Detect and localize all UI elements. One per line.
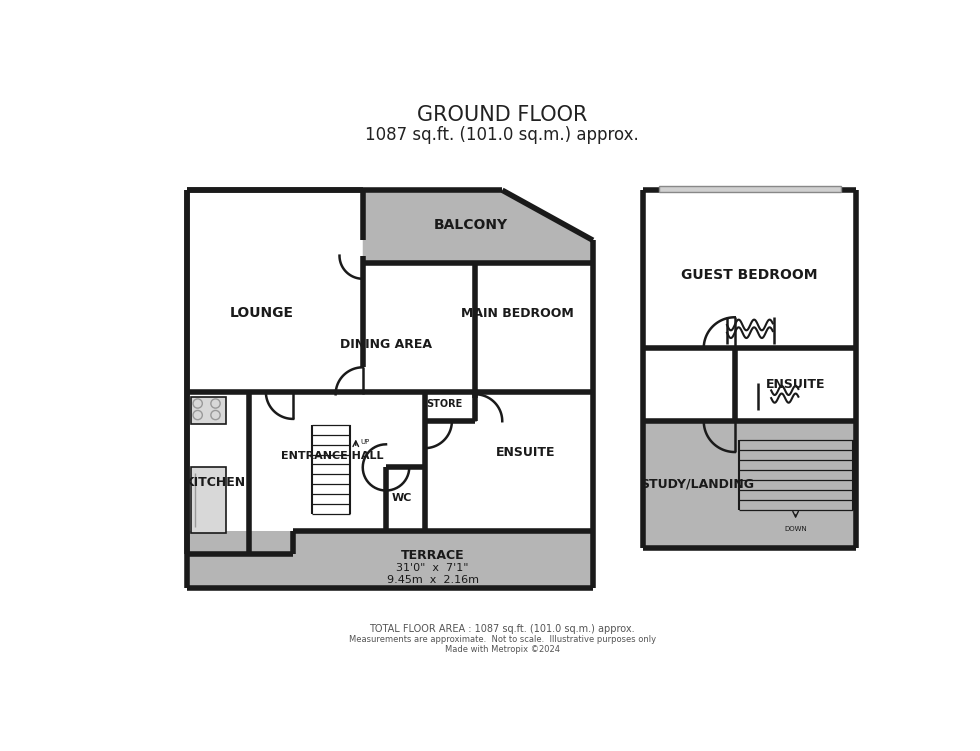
- Text: WC: WC: [391, 493, 412, 503]
- Text: GROUND FLOOR: GROUND FLOOR: [417, 104, 587, 125]
- Polygon shape: [187, 190, 593, 531]
- Text: BALCONY: BALCONY: [434, 218, 509, 232]
- Text: KITCHEN: KITCHEN: [185, 476, 246, 490]
- Text: 9.45m  x  2.16m: 9.45m x 2.16m: [386, 575, 478, 585]
- Text: 1087 sq.ft. (101.0 sq.m.) approx.: 1087 sq.ft. (101.0 sq.m.) approx.: [366, 125, 639, 143]
- Text: 31'0"  x  7'1": 31'0" x 7'1": [396, 563, 468, 573]
- Polygon shape: [735, 348, 857, 421]
- Bar: [191, 467, 225, 533]
- Text: Made with Metropix ©2024: Made with Metropix ©2024: [445, 644, 560, 653]
- Text: UP: UP: [361, 439, 369, 445]
- Text: ENSUITE: ENSUITE: [765, 378, 825, 391]
- Polygon shape: [363, 190, 593, 264]
- Text: ENTRANCE HALL: ENTRANCE HALL: [280, 451, 383, 461]
- Text: ENSUITE: ENSUITE: [496, 445, 556, 459]
- Text: LOUNGE: LOUNGE: [230, 306, 294, 321]
- Text: MAIN BEDROOM: MAIN BEDROOM: [462, 307, 574, 320]
- Text: STUDY/LANDING: STUDY/LANDING: [641, 478, 755, 491]
- Bar: [659, 185, 841, 192]
- Polygon shape: [363, 190, 593, 264]
- Polygon shape: [187, 531, 593, 588]
- Bar: [191, 397, 225, 424]
- Text: GUEST BEDROOM: GUEST BEDROOM: [681, 268, 817, 282]
- Polygon shape: [643, 190, 857, 548]
- Text: DINING AREA: DINING AREA: [340, 338, 432, 351]
- Text: TOTAL FLOOR AREA : 1087 sq.ft. (101.0 sq.m.) approx.: TOTAL FLOOR AREA : 1087 sq.ft. (101.0 sq…: [369, 624, 635, 634]
- Polygon shape: [643, 421, 857, 548]
- Polygon shape: [187, 392, 249, 554]
- Text: STORE: STORE: [426, 400, 463, 409]
- Text: TERRACE: TERRACE: [401, 550, 465, 562]
- Text: Measurements are approximate.  Not to scale.  Illustrative purposes only: Measurements are approximate. Not to sca…: [349, 635, 656, 644]
- Text: DOWN: DOWN: [784, 526, 807, 532]
